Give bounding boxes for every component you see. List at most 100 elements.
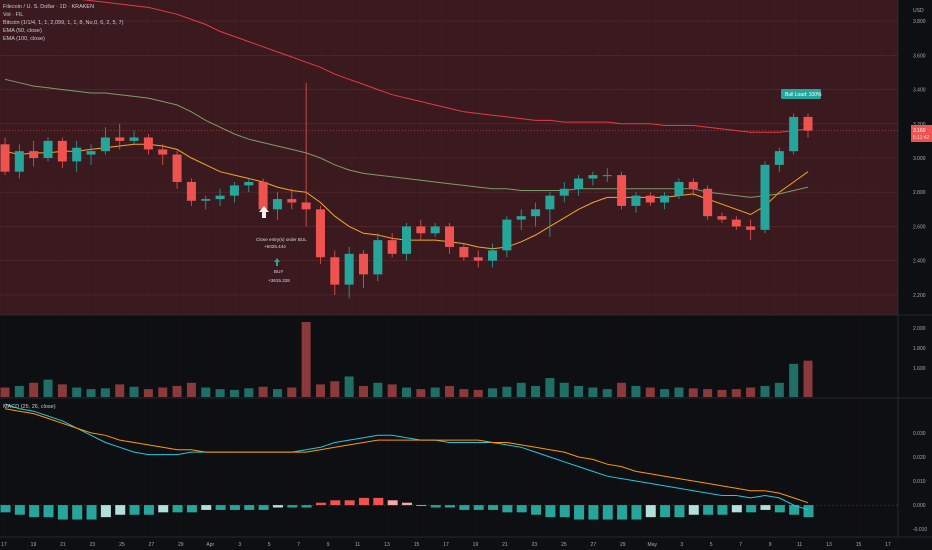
candle-body[interactable] [14, 151, 24, 172]
candle-body[interactable] [301, 202, 311, 210]
candle-body[interactable] [158, 149, 168, 155]
candle-body[interactable] [717, 216, 727, 220]
macd-histogram-bar[interactable] [774, 505, 785, 513]
macd-histogram-bar[interactable] [803, 505, 814, 518]
candle-body[interactable] [545, 195, 555, 210]
candle-body[interactable] [244, 181, 254, 186]
volume-bar[interactable] [688, 388, 698, 397]
volume-bar[interactable] [229, 389, 239, 397]
macd-histogram-bar[interactable] [57, 505, 68, 520]
macd-histogram-bar[interactable] [516, 505, 527, 513]
candle-body[interactable] [172, 154, 182, 182]
candle-body[interactable] [631, 195, 641, 206]
macd-histogram-bar[interactable] [72, 505, 83, 520]
volume-bar[interactable] [674, 387, 684, 397]
volume-bar[interactable] [588, 387, 598, 397]
macd-histogram-bar[interactable] [258, 505, 269, 510]
ema50-legend[interactable]: EMA (50, close) [3, 28, 42, 34]
macd-histogram-bar[interactable] [545, 505, 556, 518]
volume-bar[interactable] [272, 389, 282, 397]
macd-histogram-bar[interactable] [330, 500, 341, 506]
ema100-legend[interactable]: EMA (100, close) [3, 36, 45, 42]
candle-body[interactable] [430, 226, 440, 234]
candle-body[interactable] [373, 240, 383, 275]
macd-histogram-bar[interactable] [387, 500, 398, 506]
macd-histogram-bar[interactable] [703, 505, 714, 515]
volume-bar[interactable] [315, 384, 325, 397]
volume-bar[interactable] [344, 376, 354, 397]
volume-bar[interactable] [574, 385, 584, 397]
volume-bar[interactable] [746, 387, 756, 397]
volume-bar[interactable] [717, 389, 727, 397]
candle-body[interactable] [201, 199, 211, 201]
macd-histogram-bar[interactable] [502, 505, 513, 513]
macd-histogram-bar[interactable] [100, 505, 111, 518]
candle-body[interactable] [473, 257, 483, 261]
volume-bar[interactable] [516, 382, 526, 397]
candle-body[interactable] [502, 219, 512, 251]
volume-bar[interactable] [301, 322, 311, 397]
macd-histogram-bar[interactable] [158, 505, 169, 513]
candle-body[interactable] [803, 116, 813, 131]
candle-body[interactable] [488, 250, 498, 261]
candle-body[interactable] [731, 219, 741, 227]
volume-bar[interactable] [617, 382, 627, 397]
volume-bar[interactable] [387, 384, 397, 397]
volume-bar[interactable] [545, 378, 555, 397]
volume-bar[interactable] [215, 389, 225, 397]
volume-bar[interactable] [43, 379, 53, 397]
candle-body[interactable] [774, 151, 784, 165]
candle-body[interactable] [531, 209, 541, 217]
candle-body[interactable] [559, 188, 569, 196]
candle-body[interactable] [516, 216, 526, 220]
candle-body[interactable] [272, 199, 282, 210]
volume-bar[interactable] [660, 389, 670, 397]
macd-histogram-bar[interactable] [574, 505, 585, 520]
candle-body[interactable] [129, 137, 139, 141]
candle-body[interactable] [387, 240, 397, 254]
symbol-title[interactable]: Filecoin / U. S. Dollar · 1D · KRAKEN [3, 4, 95, 10]
macd-histogram-bar[interactable] [402, 502, 412, 506]
macd-histogram-bar[interactable] [746, 505, 757, 513]
macd-histogram-bar[interactable] [688, 505, 699, 515]
volume-bar[interactable] [0, 387, 10, 397]
candle-body[interactable] [416, 226, 426, 234]
macd-histogram-bar[interactable] [559, 505, 570, 518]
macd-histogram-bar[interactable] [416, 505, 427, 506]
macd-histogram-bar[interactable] [244, 505, 255, 510]
candle-body[interactable] [115, 137, 125, 141]
candle-body[interactable] [459, 246, 469, 258]
macd-histogram-bar[interactable] [473, 505, 484, 510]
volume-bar[interactable] [631, 385, 641, 397]
volume-bar[interactable] [416, 389, 426, 397]
macd-histogram-bar[interactable] [143, 505, 154, 515]
volume-bar[interactable] [86, 389, 96, 397]
volume-bar[interactable] [459, 389, 469, 397]
candle-body[interactable] [402, 226, 411, 254]
candle-body[interactable] [100, 137, 110, 152]
volume-bar[interactable] [430, 387, 440, 397]
macd-histogram-bar[interactable] [14, 505, 25, 515]
candle-body[interactable] [574, 178, 584, 189]
volume-bar[interactable] [258, 386, 268, 397]
macd-histogram-bar[interactable] [301, 505, 312, 508]
volume-bar[interactable] [287, 387, 297, 397]
macd-histogram-bar[interactable] [43, 505, 54, 518]
candle-body[interactable] [617, 175, 627, 206]
volume-bar[interactable] [789, 363, 799, 397]
macd-histogram-bar[interactable] [29, 505, 40, 518]
macd-histogram-bar[interactable] [344, 500, 355, 506]
macd-histogram-bar[interactable] [789, 505, 800, 515]
candle-body[interactable] [344, 253, 354, 285]
macd-histogram-bar[interactable] [115, 505, 126, 515]
volume-bar[interactable] [29, 382, 39, 397]
volume-bar[interactable] [445, 385, 455, 397]
macd-histogram-bar[interactable] [287, 505, 298, 508]
volume-bar[interactable] [72, 387, 82, 397]
volume-bar[interactable] [531, 385, 541, 397]
macd-legend[interactable]: MACD (25, 26, close) [3, 404, 56, 410]
macd-histogram-bar[interactable] [631, 505, 642, 520]
candle-body[interactable] [645, 195, 655, 203]
volume-bar[interactable] [201, 387, 211, 397]
macd-histogram-bar[interactable] [445, 505, 456, 508]
